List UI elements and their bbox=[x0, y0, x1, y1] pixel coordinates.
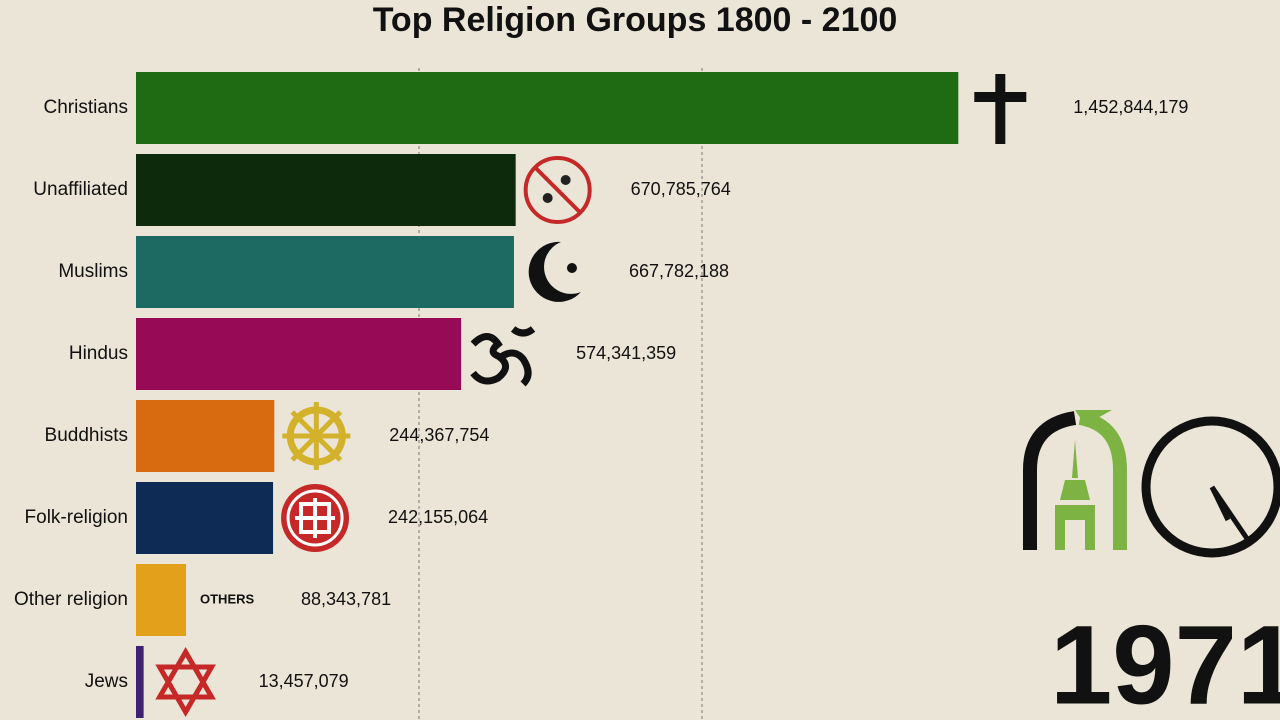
value-label: 242,155,064 bbox=[388, 507, 488, 527]
religion-icon bbox=[282, 402, 351, 470]
value-label: 244,367,754 bbox=[389, 425, 489, 445]
bar bbox=[136, 72, 959, 144]
category-label: Other religion bbox=[14, 589, 128, 610]
others-icon-text: OTHERS bbox=[200, 591, 255, 606]
value-label: 574,341,359 bbox=[576, 343, 676, 363]
religion-icon bbox=[528, 241, 581, 302]
bar bbox=[136, 236, 514, 308]
bar bbox=[136, 400, 275, 472]
bar bbox=[136, 482, 274, 554]
category-label: Unaffiliated bbox=[33, 179, 128, 200]
logo-clock bbox=[1023, 410, 1280, 558]
chart-title: Top Religion Groups 1800 - 2100 bbox=[373, 1, 898, 39]
value-label: 1,452,844,179 bbox=[1073, 97, 1188, 117]
bar bbox=[136, 154, 516, 226]
value-label: 667,782,188 bbox=[629, 261, 729, 281]
category-label: Muslims bbox=[58, 261, 128, 282]
category-label: Christians bbox=[44, 97, 128, 118]
religion-icon bbox=[155, 647, 216, 717]
religion-icon bbox=[523, 156, 592, 224]
year-label: 1971 bbox=[1050, 603, 1280, 720]
bar bbox=[136, 564, 187, 636]
category-label: Folk-religion bbox=[25, 507, 128, 528]
religion-icon bbox=[974, 74, 1027, 144]
value-label: 88,343,781 bbox=[301, 589, 391, 609]
value-label: 670,785,764 bbox=[631, 179, 731, 199]
category-label: Jews bbox=[85, 671, 128, 692]
category-label: Hindus bbox=[69, 343, 128, 364]
category-label: Buddhists bbox=[45, 425, 128, 446]
religion-icon bbox=[470, 326, 536, 387]
bar bbox=[136, 318, 462, 390]
religion-icon bbox=[281, 484, 350, 552]
value-label: 13,457,079 bbox=[259, 671, 349, 691]
bar bbox=[136, 646, 144, 718]
